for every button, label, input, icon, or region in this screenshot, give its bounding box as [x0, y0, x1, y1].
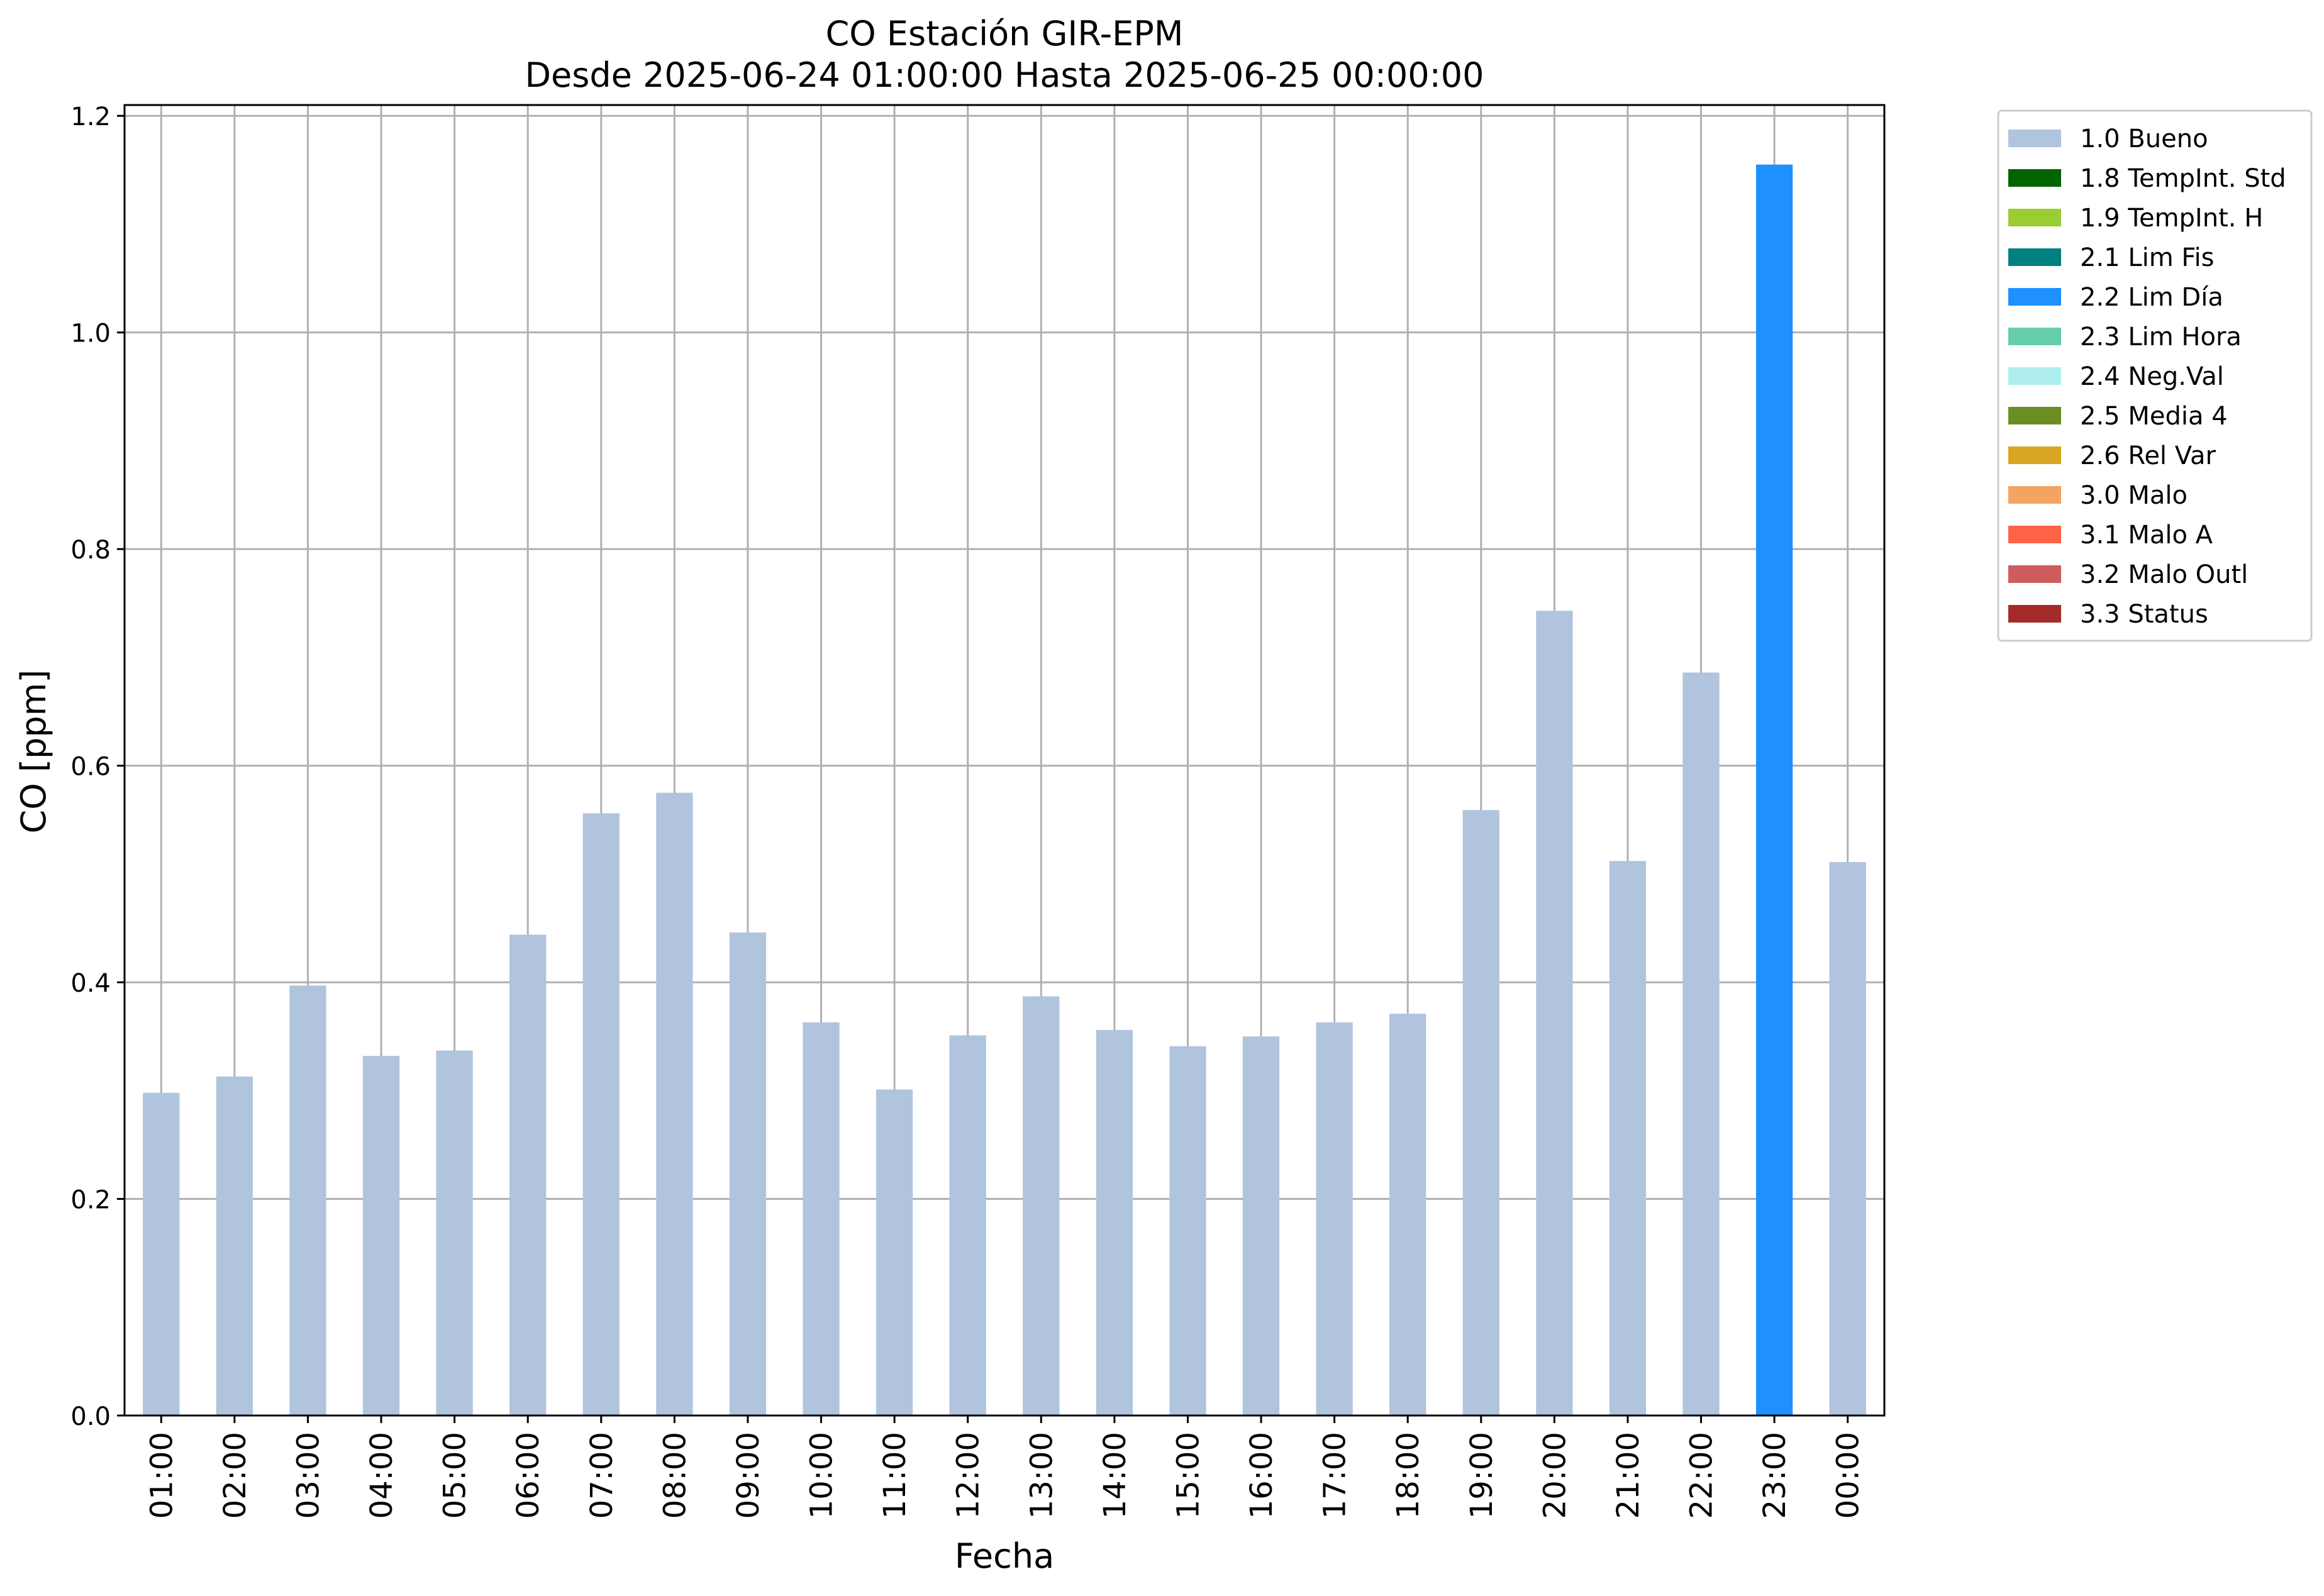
legend-swatch — [2008, 288, 2061, 306]
bar — [289, 985, 326, 1416]
legend-swatch — [2008, 605, 2061, 623]
x-tick-label: 21:00 — [1611, 1432, 1646, 1519]
legend-box — [1997, 109, 2313, 642]
bar — [656, 792, 693, 1416]
plot-frame — [123, 104, 1886, 1417]
legend-swatch — [2008, 328, 2061, 345]
x-tick-label: 03:00 — [291, 1432, 326, 1519]
x-tick-label: 00:00 — [1831, 1432, 1866, 1519]
x-tick-label: 12:00 — [951, 1432, 986, 1519]
x-tick-label: 19:00 — [1464, 1432, 1499, 1519]
y-tick-label: 0.4 — [70, 969, 111, 998]
x-tick-label: 17:00 — [1318, 1432, 1353, 1519]
bar — [582, 813, 620, 1416]
bar — [362, 1056, 400, 1416]
legend-swatch — [2008, 248, 2061, 266]
legend-swatch — [2008, 565, 2061, 583]
x-tick-label: 15:00 — [1170, 1432, 1206, 1519]
y-tick-label: 1.2 — [70, 103, 111, 131]
x-axis-label: Fecha — [955, 1536, 1054, 1576]
bar — [216, 1076, 253, 1416]
bar — [1316, 1022, 1353, 1416]
legend-swatch — [2008, 209, 2061, 226]
bar — [1462, 810, 1499, 1416]
legend-swatch — [2008, 130, 2061, 147]
x-axis: 01:00 02:00 03:00 04:00 05:00 06:00 07:00 08:00… — [144, 1416, 1866, 1519]
bar — [1755, 164, 1793, 1416]
x-tick-label: 18:00 — [1391, 1432, 1426, 1519]
legend-entry: 1.9 TempInt. H — [2080, 204, 2263, 233]
legend-entry: 2.1 Lim Fis — [2080, 243, 2214, 272]
x-tick-label: 07:00 — [584, 1432, 620, 1519]
legend-swatch — [2008, 407, 2061, 424]
x-tick-label: 08:00 — [657, 1432, 692, 1519]
bar — [803, 1022, 840, 1416]
bar — [1536, 611, 1573, 1416]
legend-entry: 2.2 Lim Día — [2080, 283, 2223, 312]
bar — [1096, 1029, 1133, 1416]
x-tick-label: 22:00 — [1684, 1432, 1720, 1519]
bar — [1023, 996, 1060, 1416]
y-tick-label: 0.8 — [70, 536, 111, 565]
legend-entry: 1.8 TempInt. Std — [2080, 164, 2286, 193]
y-axis-label: CO [ppm] — [14, 670, 53, 834]
legend-entry: 1.0 Bueno — [2080, 125, 2208, 153]
x-tick-label: 16:00 — [1244, 1432, 1279, 1519]
x-tick-label: 05:00 — [438, 1432, 473, 1519]
x-tick-label: 06:00 — [511, 1432, 546, 1519]
bar — [876, 1089, 913, 1416]
legend-entry: 3.2 Malo Outl — [2080, 560, 2248, 589]
x-tick-label: 14:00 — [1098, 1432, 1133, 1519]
legend-swatch — [2008, 169, 2061, 187]
bar — [1389, 1014, 1426, 1416]
y-tick-label: 1.0 — [70, 319, 111, 348]
bar — [1169, 1046, 1206, 1416]
legend-swatch — [2008, 486, 2061, 504]
legend-swatch — [2008, 367, 2061, 385]
bar — [1609, 861, 1647, 1416]
bar — [949, 1035, 986, 1416]
bar — [143, 1092, 180, 1416]
bar — [1829, 862, 1866, 1416]
bar — [1242, 1036, 1280, 1416]
y-tick-label: 0.2 — [70, 1186, 111, 1215]
legend-entry: 3.1 Malo A — [2080, 521, 2213, 550]
legend-entry: 2.5 Media 4 — [2080, 402, 2228, 431]
bar — [729, 932, 767, 1416]
y-tick-label: 0.0 — [70, 1402, 111, 1431]
legend-entry: 2.3 Lim Hora — [2080, 323, 2242, 352]
legend-entry: 3.0 Malo — [2080, 481, 2188, 510]
bar — [509, 934, 547, 1416]
x-tick-label: 01:00 — [144, 1432, 179, 1519]
legend-entry: 2.4 Neg.Val — [2080, 362, 2224, 391]
legend: 1.0 Bueno 1.8 TempInt. Std 1.9 TempInt. H 2… — [1997, 109, 2313, 642]
x-tick-label: 10:00 — [804, 1432, 840, 1519]
legend-entry: 2.6 Rel Var — [2080, 441, 2216, 470]
y-tick-label: 0.6 — [70, 753, 111, 782]
legend-entry: 3.3 Status — [2080, 600, 2208, 629]
bar — [436, 1050, 473, 1416]
x-tick-label: 20:00 — [1537, 1432, 1572, 1519]
legend-swatch — [2008, 526, 2061, 543]
x-tick-label: 11:00 — [877, 1432, 913, 1519]
y-axis: 0.0 0.2 0.4 0.6 0.8 1.0 1.2 — [70, 103, 125, 1431]
x-tick-label: 23:00 — [1757, 1432, 1793, 1519]
bars — [143, 164, 1866, 1416]
x-tick-label: 02:00 — [218, 1432, 253, 1519]
x-tick-label: 04:00 — [364, 1432, 399, 1519]
bar — [1682, 672, 1720, 1416]
chart-title: CO Estación GIR-EPM — [826, 14, 1184, 53]
x-tick-label: 09:00 — [731, 1432, 766, 1519]
x-tick-label: 13:00 — [1024, 1432, 1059, 1519]
legend-swatch — [2008, 446, 2061, 464]
chart-subtitle: Desde 2025-06-24 01:00:00 Hasta 2025-06-… — [525, 55, 1484, 95]
